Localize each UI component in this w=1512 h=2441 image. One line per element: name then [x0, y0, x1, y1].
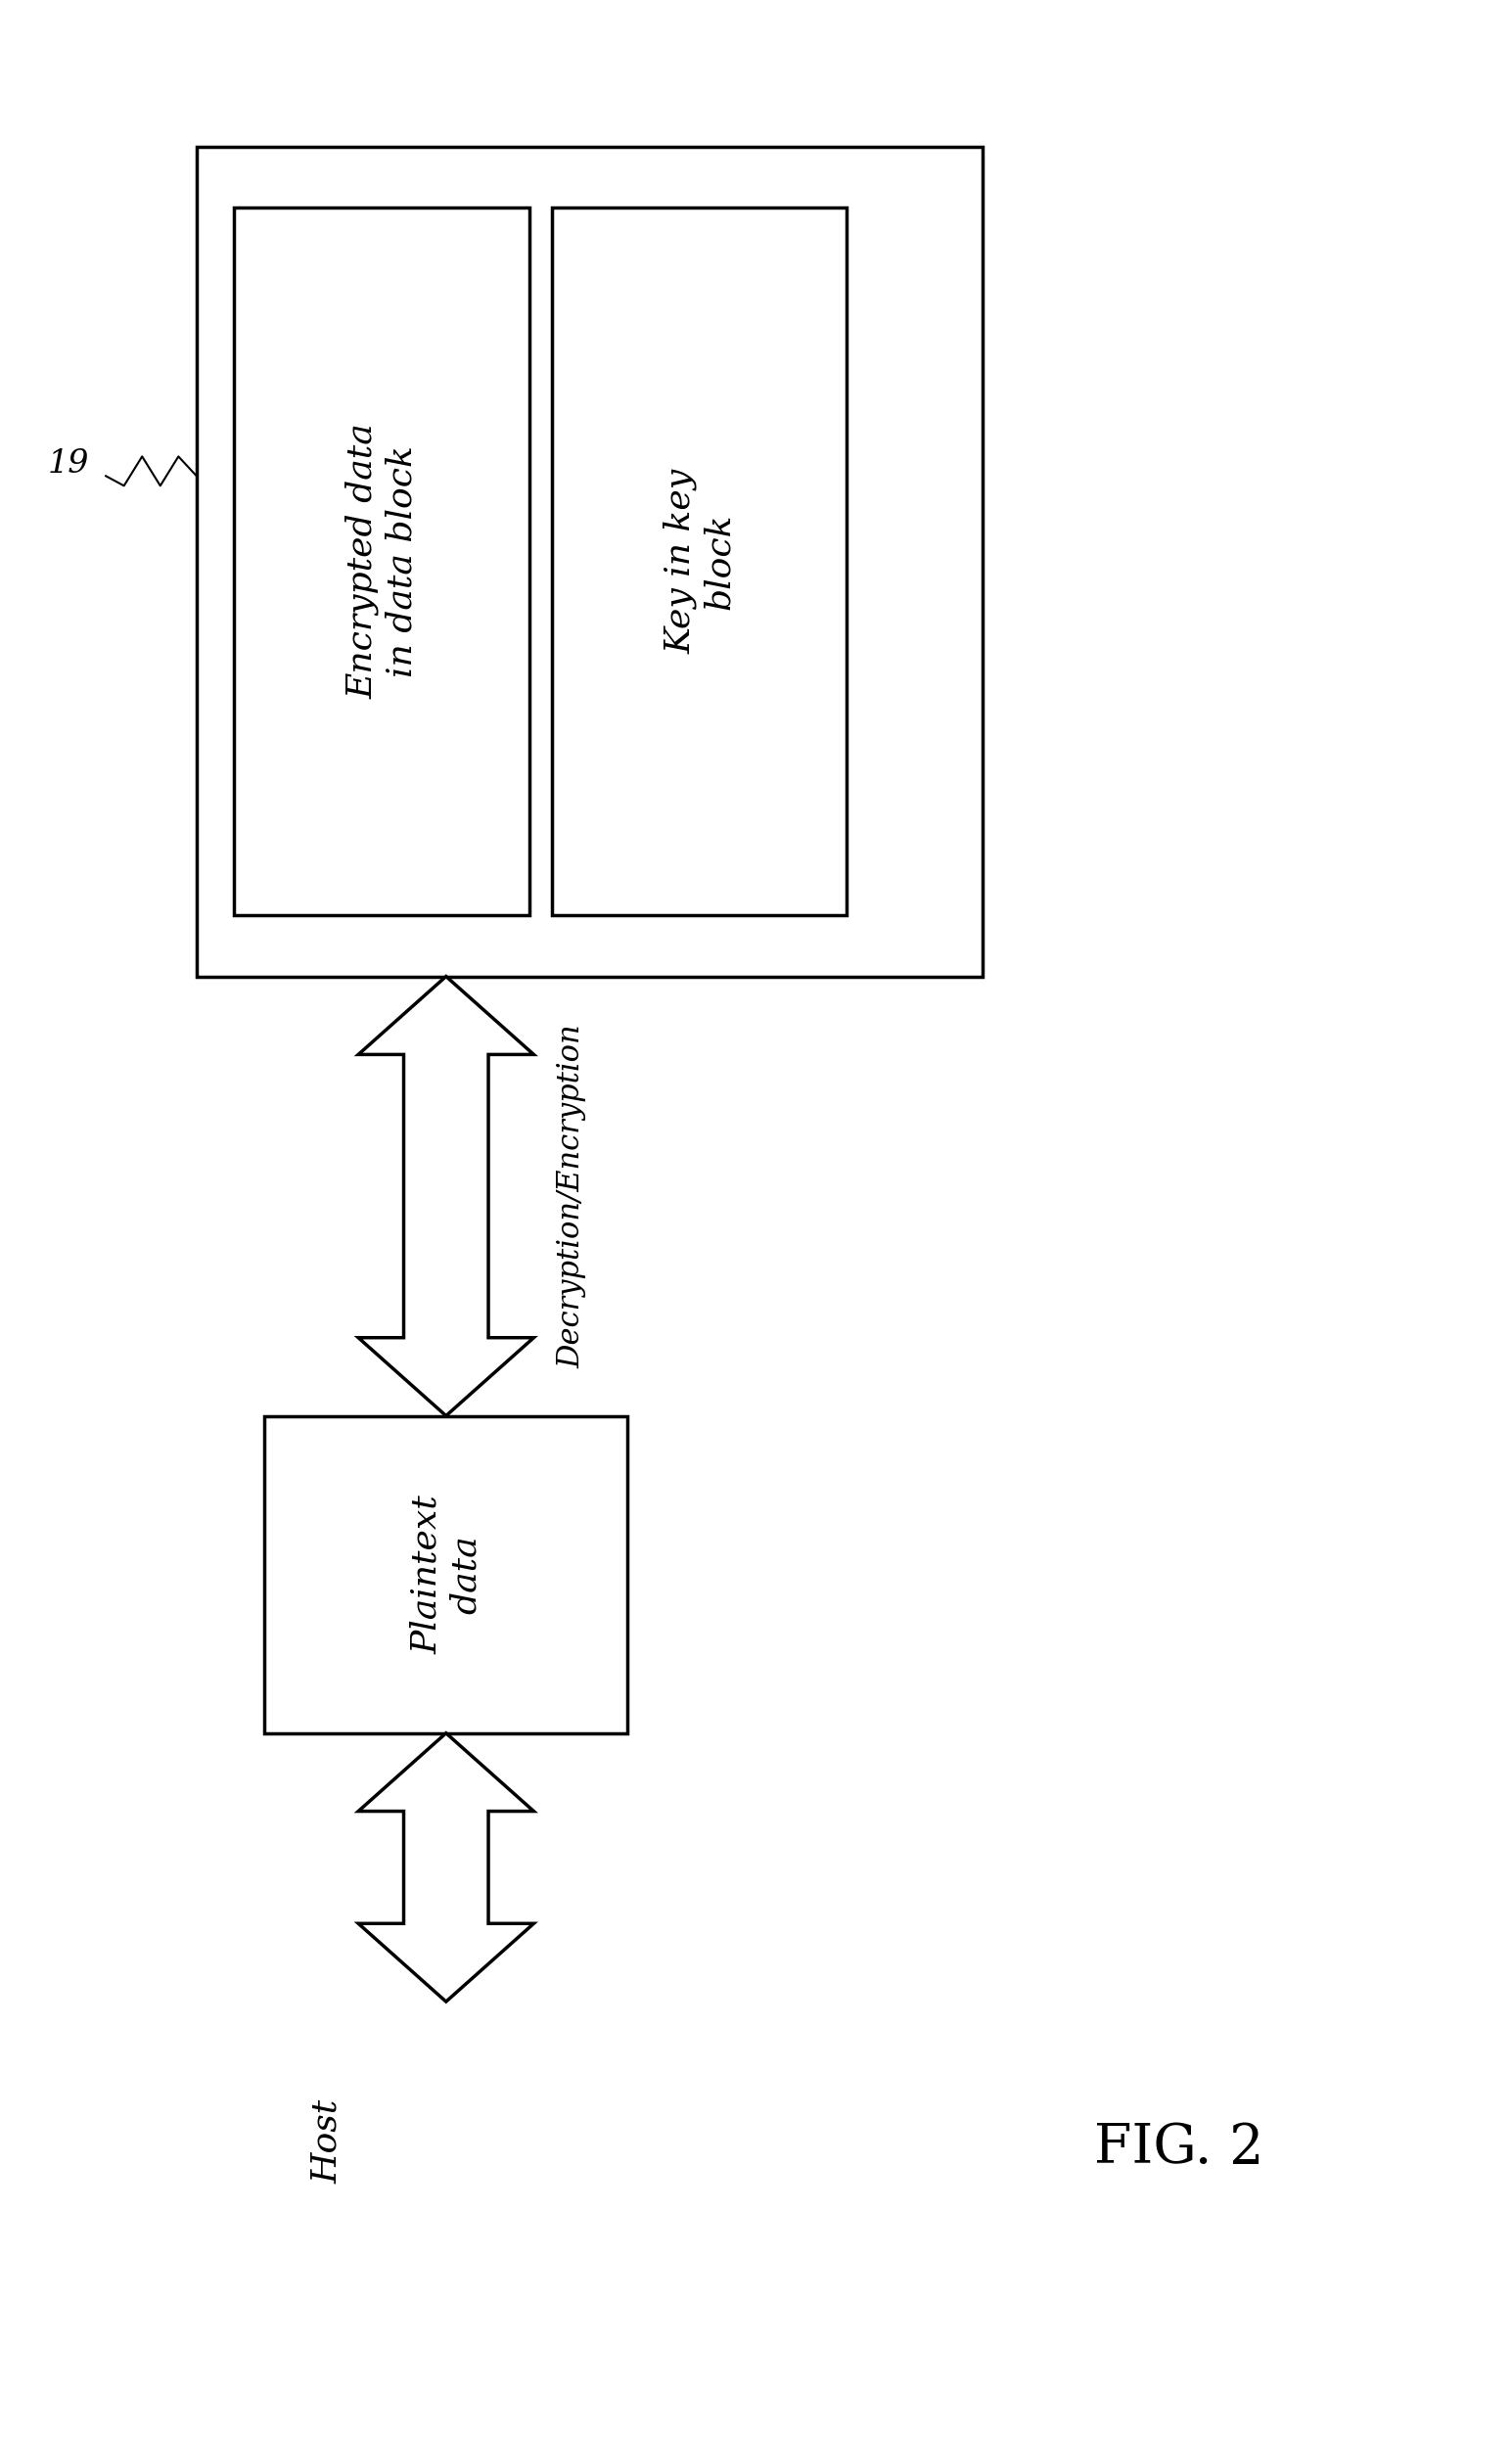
Text: Host: Host	[310, 2099, 343, 2185]
Text: Plaintext
data: Plaintext data	[410, 1494, 482, 1655]
Text: FIG. 2: FIG. 2	[1095, 2121, 1264, 2175]
Bar	[265, 1416, 627, 1733]
Text: Key in key
block: Key in key block	[664, 469, 735, 654]
Polygon shape	[358, 1733, 534, 2002]
Bar	[552, 207, 847, 915]
Bar	[234, 207, 529, 915]
Text: 19: 19	[47, 449, 89, 478]
Text: Encrypted data
in data block: Encrypted data in data block	[346, 425, 417, 698]
Text: Decryption/Encryption: Decryption/Encryption	[556, 1025, 587, 1367]
Bar	[197, 146, 983, 976]
Polygon shape	[358, 976, 534, 1416]
